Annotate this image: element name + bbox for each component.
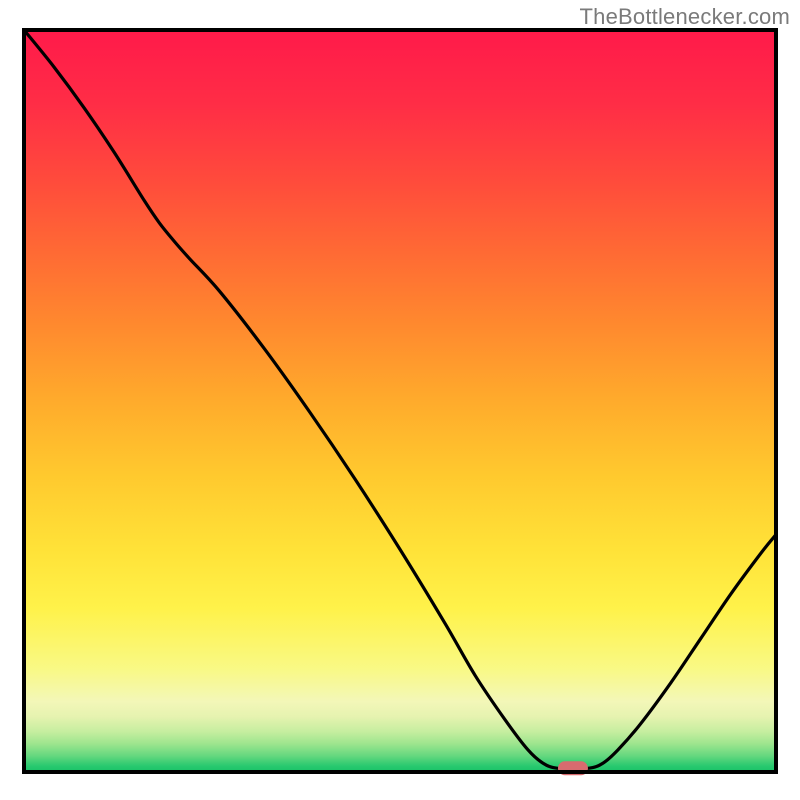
chart-svg xyxy=(0,0,800,800)
plot-background xyxy=(24,30,776,772)
chart-container: TheBottlenecker.com xyxy=(0,0,800,800)
watermark-text: TheBottlenecker.com xyxy=(580,4,790,30)
